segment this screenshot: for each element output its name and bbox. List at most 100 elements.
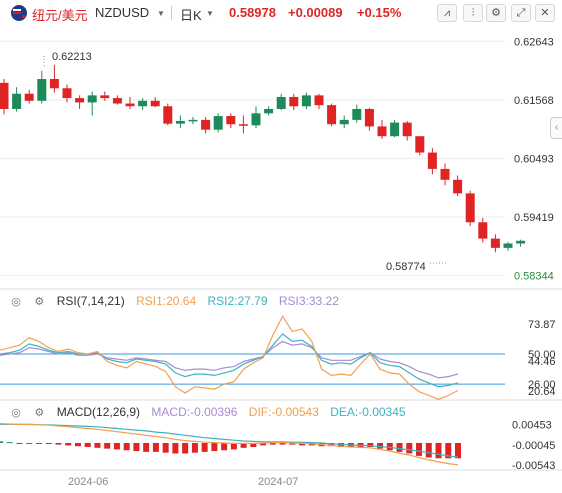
macd-histogram-bar xyxy=(143,442,150,452)
macd-histogram-bar xyxy=(435,442,442,459)
price-tick-label: 0.58344 xyxy=(514,270,554,282)
macd-histogram-bar xyxy=(113,442,120,450)
candle-body xyxy=(364,108,374,127)
rsi-tick-label: 26.00 xyxy=(528,379,556,391)
macd-histogram-bar xyxy=(45,442,52,444)
period-dropdown-icon[interactable]: ▼ xyxy=(206,9,214,18)
candle-body xyxy=(516,240,526,244)
settings-icon[interactable]: ⚙ xyxy=(486,4,506,22)
settings-icon[interactable]: ⚙ xyxy=(34,296,45,308)
macd-histogram-bar xyxy=(16,442,23,444)
close-icon[interactable]: ✕ xyxy=(535,4,555,22)
pair-code[interactable]: NZDUSD xyxy=(95,5,150,20)
dif-line xyxy=(0,423,459,466)
candle-body xyxy=(390,122,400,137)
macd-histogram-bar xyxy=(182,442,189,454)
pair-dropdown-icon[interactable]: ▼ xyxy=(157,9,165,18)
candle-body xyxy=(24,93,34,101)
indicator-icon[interactable]: ⫶ xyxy=(463,4,483,22)
x-tick-label: 2024-07 xyxy=(258,476,298,488)
macd-histogram-bar xyxy=(74,442,81,447)
rsi2-value: RSI2:27.79 xyxy=(207,294,268,308)
candle-body xyxy=(264,108,274,114)
macd-panel: 0.00453 -0.00045 -0.00543 xyxy=(0,420,555,472)
current-price: 0.58978 xyxy=(229,5,276,20)
candle-body xyxy=(226,116,236,125)
candle-body xyxy=(339,119,349,125)
macd-histogram-bar xyxy=(201,442,208,452)
price-tick-label: 0.61568 xyxy=(514,95,554,107)
rsi-tick-label: 20.64 xyxy=(528,386,556,398)
candle-body xyxy=(150,100,160,107)
candle-body xyxy=(12,93,22,109)
pair-name-cn[interactable]: 纽元/美元 xyxy=(32,8,88,23)
macd-histogram-bar xyxy=(377,442,384,449)
low-marker-label: 0.58774 xyxy=(386,261,426,273)
macd-histogram-bar xyxy=(455,442,461,459)
candle-body xyxy=(314,95,324,106)
rsi3-value: RSI3:33.22 xyxy=(278,294,339,308)
rsi2-line xyxy=(0,333,459,388)
macd-title: MACD(12,26,9) xyxy=(56,405,141,419)
period-selector[interactable]: 日K xyxy=(180,8,202,23)
candle-body xyxy=(377,126,387,137)
macd-histogram-bar xyxy=(133,442,140,452)
candle-body xyxy=(0,82,9,109)
macd-histogram-bar xyxy=(35,442,42,444)
price-change: +0.00089 xyxy=(288,5,343,20)
macd-histogram-bar xyxy=(240,442,247,448)
candle-body xyxy=(112,98,122,104)
rsi1-line xyxy=(0,315,459,400)
eye-icon[interactable]: ◎ xyxy=(11,296,21,308)
macd-histogram-bar xyxy=(65,442,72,446)
macd-histogram-bar xyxy=(279,442,286,445)
divider xyxy=(171,6,172,20)
candle-body xyxy=(62,88,72,99)
nzd-flag-icon xyxy=(11,5,27,21)
candle-body xyxy=(301,95,311,107)
candle-body xyxy=(289,96,299,107)
price-tick-label: 0.62643 xyxy=(514,36,554,48)
macd-histogram-bar xyxy=(6,442,13,444)
macd-histogram-bar xyxy=(221,442,228,451)
macd-histogram-bar xyxy=(172,442,179,454)
candle-body xyxy=(427,152,437,169)
candle-body xyxy=(213,116,223,130)
candlestick-series xyxy=(0,64,526,253)
macd-tick-label: -0.00045 xyxy=(512,440,555,452)
price-axis: 0.62643 0.61568 0.60493 0.59419 0.58344 xyxy=(514,36,554,282)
candle-body xyxy=(402,122,412,137)
macd-histogram-bar xyxy=(152,442,159,452)
candle-body xyxy=(478,222,488,239)
chart-type-icon[interactable]: ⩘ xyxy=(437,4,457,22)
macd-histogram-bar xyxy=(191,442,198,453)
macd-tick-label: 0.00453 xyxy=(512,420,552,432)
rsi-title: RSI(7,14,21) xyxy=(56,294,125,308)
eye-icon[interactable]: ◎ xyxy=(11,407,21,419)
rsi-tick-label: 73.87 xyxy=(528,319,556,331)
macd-histogram-bar xyxy=(445,442,452,459)
candle-body xyxy=(87,95,97,103)
macd-histogram-bar xyxy=(416,442,423,456)
collapse-panel-icon[interactable]: ‹ xyxy=(550,117,562,139)
rsi1-value: RSI1:20.64 xyxy=(136,294,197,308)
candle-body xyxy=(503,243,513,248)
macd-histogram-bar xyxy=(55,442,62,445)
macd-tick-label: -0.00543 xyxy=(512,460,555,472)
macd-histogram-bar xyxy=(338,442,345,448)
dea-line xyxy=(0,423,459,458)
fullscreen-icon[interactable]: ⤢ xyxy=(511,4,531,22)
macd-histogram-bar xyxy=(250,442,257,448)
candle-body xyxy=(251,113,261,126)
rsi-legend: ◎ ⚙ RSI(7,14,21) RSI1:20.64 RSI2:27.79 R… xyxy=(10,294,347,308)
price-markers: 0.62213 0.58774 xyxy=(43,51,447,273)
settings-icon[interactable]: ⚙ xyxy=(34,407,45,419)
macd-histogram-bar xyxy=(94,442,101,448)
grid-lines xyxy=(0,40,505,276)
macd-histogram-bar xyxy=(162,442,169,453)
candle-body xyxy=(327,105,337,125)
macd-histogram-bar xyxy=(84,442,91,448)
candle-body xyxy=(37,79,47,101)
candle-body xyxy=(276,96,286,109)
